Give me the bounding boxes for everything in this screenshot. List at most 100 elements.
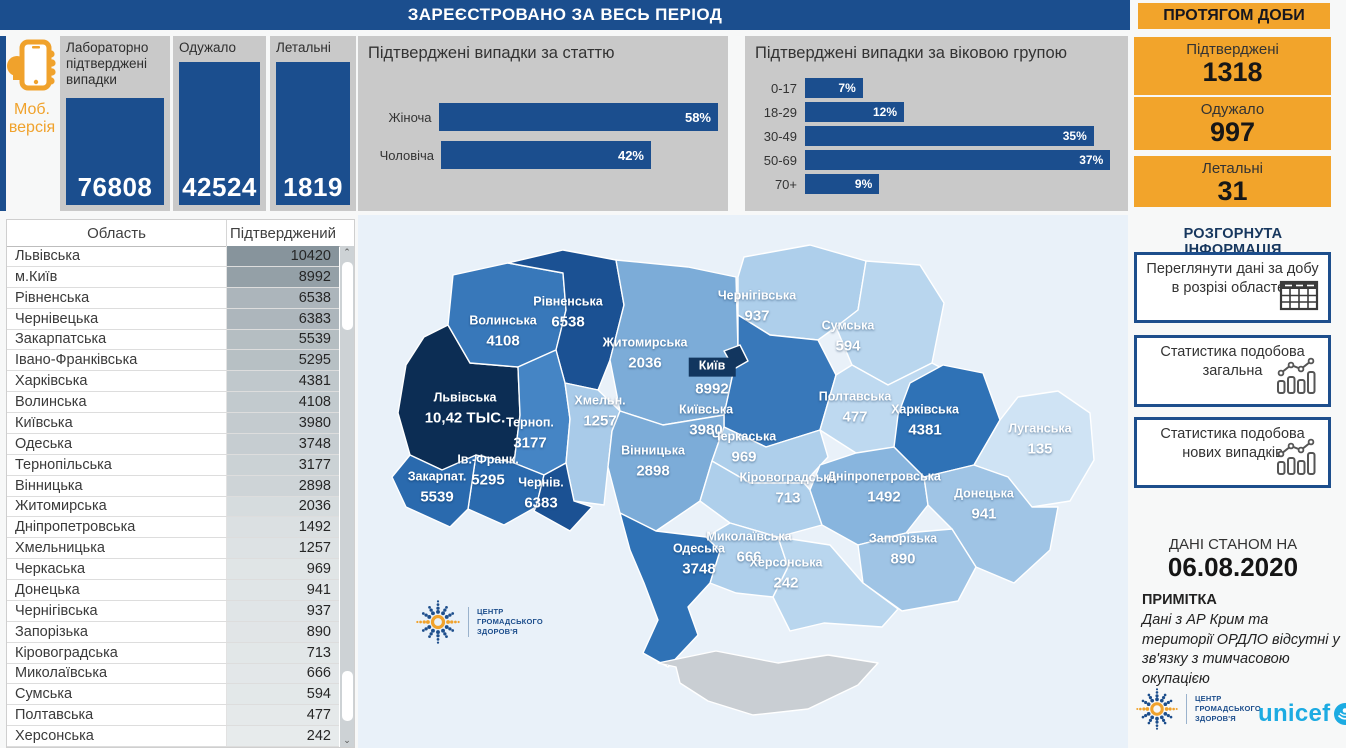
region-dni[interactable]	[809, 446, 929, 546]
unicef-globe-icon	[1334, 703, 1346, 725]
region-name-cell: Харківська	[7, 371, 227, 392]
daily-section-title: ПРОТЯГОМ ДОБИ	[1138, 3, 1330, 29]
age-bar-label: 0-17	[770, 80, 797, 96]
table-row[interactable]: Харківська 4381	[7, 371, 339, 393]
region-name-cell: Донецька	[7, 580, 227, 600]
daily-card-value: 1318	[1202, 57, 1263, 87]
region-value-cell: 3177	[227, 454, 339, 475]
region-name-cell: Чернівецька	[7, 308, 227, 329]
column-header-region[interactable]: Область	[7, 220, 227, 246]
age-bar-label: 70+	[774, 176, 797, 192]
kpi-card-value: 1819	[283, 172, 343, 202]
kpi-card-title: Летальні	[276, 40, 331, 55]
chart-icon	[1275, 438, 1319, 481]
age-bar-label: 50-69	[763, 152, 797, 168]
page-title: ЗАРЕЄСТРОВАНО ЗА ВЕСЬ ПЕРІОД	[0, 0, 1130, 30]
table-row[interactable]: Одеська 3748	[7, 433, 339, 455]
table-row[interactable]: Закарпатська 5539	[7, 329, 339, 351]
region-zak[interactable]	[391, 454, 477, 528]
table-row[interactable]: Кіровоградська 713	[7, 642, 339, 664]
info-button-label: Переглянути дані за добу в розрізі облас…	[1146, 261, 1319, 296]
note-text: Дані з АР Крим та території ОРДЛО відсут…	[1142, 612, 1340, 687]
region-ter[interactable]	[513, 349, 571, 476]
table-row[interactable]: Тернопільська 3177	[7, 454, 339, 476]
kpi-value-box: 76808	[66, 98, 164, 205]
region-value-cell: 594	[227, 684, 339, 705]
region-name-cell: Сумська	[7, 684, 227, 705]
region-name-cell: Вінницька	[7, 475, 227, 496]
region-name-cell: м.Київ	[7, 266, 227, 287]
mobile-version-link[interactable]: Моб. версія	[4, 38, 60, 138]
table-row[interactable]: Волинська 4108	[7, 392, 339, 413]
region-khe[interactable]	[772, 536, 899, 632]
region-value-cell: 937	[227, 600, 339, 621]
table-row[interactable]: Чернівецька 6383	[7, 308, 339, 330]
info-button-2[interactable]: Статистика подобова загальна	[1134, 335, 1331, 407]
table-row[interactable]: Донецька 941	[7, 580, 339, 601]
info-button-label: Статистика подобова нових випадків	[1160, 426, 1305, 461]
mobile-phone-hand-icon[interactable]	[6, 38, 58, 96]
kpi-card-title: Лабораторно підтверджені випадки	[66, 40, 149, 87]
age-chart-panel: Підтверджені випадки за віковою групою 0…	[745, 36, 1128, 211]
region-value-cell: 4108	[227, 392, 339, 412]
region-value-cell: 941	[227, 580, 339, 600]
region-name-cell: Дніпропетровська	[7, 517, 227, 538]
table-row[interactable]: м.Київ 8992	[7, 266, 339, 288]
table-row[interactable]: Херсонська 242	[7, 726, 339, 747]
table-row[interactable]: Львівська 10420	[7, 246, 339, 267]
table-row[interactable]: Сумська 594	[7, 684, 339, 706]
column-header-confirmed[interactable]: Підтверджений	[229, 224, 337, 242]
scroll-up-icon[interactable]: ⌃	[343, 247, 351, 257]
table-row[interactable]: Вінницька 2898	[7, 475, 339, 497]
age-bar-row: 30-49 35%	[755, 126, 1118, 146]
region-name-cell: Закарпатська	[7, 329, 227, 350]
region-don[interactable]	[923, 464, 1059, 584]
scrollbar-thumb[interactable]	[341, 262, 353, 330]
daily-card: Підтверджені 1318	[1134, 37, 1331, 95]
map-cgz-logo: ЦЕНТР ГРОМАДСЬКОГО ЗДОРОВ'Я	[416, 600, 543, 644]
table-row[interactable]: Житомирська 2036	[7, 496, 339, 518]
region-ode[interactable]	[619, 512, 721, 668]
region-name-cell: Запорізька	[7, 621, 227, 642]
age-bar-row: 0-17 7%	[755, 78, 1118, 98]
table-row[interactable]: Черкаська 969	[7, 559, 339, 580]
region-khm[interactable]	[564, 382, 621, 506]
age-bar: 7%	[805, 78, 863, 98]
table-row[interactable]: Київська 3980	[7, 413, 339, 434]
daily-card-label: Підтверджені	[1186, 41, 1279, 58]
gender-bar-row: Жіноча 58%	[368, 103, 718, 131]
table-scrollbar[interactable]: ⌃ ⌄	[340, 246, 354, 747]
info-button-1[interactable]: Переглянути дані за добу в розрізі облас…	[1134, 252, 1331, 323]
region-name-cell: Чернігівська	[7, 600, 227, 621]
region-cri[interactable]	[657, 650, 879, 716]
table-row[interactable]: Полтавська 477	[7, 705, 339, 727]
region-vol[interactable]	[447, 262, 567, 368]
region-vin[interactable]	[607, 410, 725, 532]
scroll-down-icon[interactable]: ⌄	[343, 735, 351, 745]
table-row[interactable]: Івано-Франківська 5295	[7, 350, 339, 372]
table-row[interactable]: Миколаївська 666	[7, 663, 339, 685]
age-bar-row: 70+ 9%	[755, 174, 1118, 194]
table-row[interactable]: Запорізька 890	[7, 621, 339, 643]
region-table-rows: Львівська 10420 м.Київ 8992 Рівненська 6538 Че…	[7, 246, 339, 747]
mobile-label-line1[interactable]: Моб.	[13, 101, 50, 118]
table-row[interactable]: Рівненська 6538	[7, 287, 339, 309]
table-row[interactable]: Дніпропетровська 1492	[7, 517, 339, 539]
region-value-cell: 6538	[227, 287, 339, 308]
region-zhy[interactable]	[609, 259, 739, 426]
scrollbar-end-block[interactable]	[341, 671, 353, 721]
mobile-label-line2[interactable]: версія	[8, 119, 56, 137]
region-value-cell: 242	[227, 726, 339, 746]
age-bar: 9%	[805, 174, 880, 194]
info-button-3[interactable]: Статистика подобова нових випадків	[1134, 417, 1331, 488]
kpi-card: Лабораторно підтверджені випадки 76808	[60, 36, 170, 211]
table-row[interactable]: Чернігівська 937	[7, 600, 339, 622]
age-bar: 35%	[805, 126, 1094, 146]
region-value-cell: 6383	[227, 308, 339, 329]
kpi-card: Одужало 42524	[173, 36, 266, 211]
table-row[interactable]: Хмельницька 1257	[7, 538, 339, 560]
cgz-logo-icon	[416, 600, 460, 644]
age-bar-row: 50-69 37%	[755, 150, 1118, 170]
region-chv[interactable]	[533, 462, 593, 532]
